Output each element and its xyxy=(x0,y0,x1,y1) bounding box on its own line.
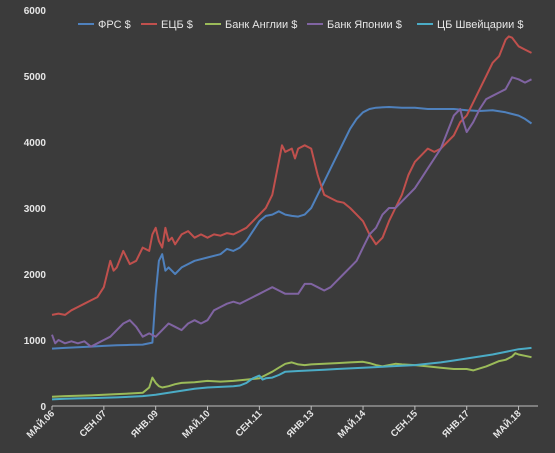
series-layer xyxy=(51,35,533,401)
series-line-2 xyxy=(51,352,532,398)
y-tick-label: 3000 xyxy=(24,204,47,215)
series-line-3 xyxy=(51,76,532,348)
y-tick-label: 5000 xyxy=(24,72,47,83)
y-tick-label: 1000 xyxy=(24,336,47,347)
legend-label: Банк Японии $ xyxy=(327,19,402,31)
legend-label: ФРС $ xyxy=(98,19,131,31)
legend-label: ЕЦБ $ xyxy=(161,19,193,31)
y-tick-label: 0 xyxy=(40,402,46,413)
legend-label: ЦБ Швейцарии $ xyxy=(437,19,523,31)
series-line-1 xyxy=(51,35,532,316)
series-line-4 xyxy=(51,346,532,401)
y-tick-label: 4000 xyxy=(24,138,47,149)
series-line-0 xyxy=(51,106,533,350)
y-tick-label: 2000 xyxy=(24,270,47,281)
y-axis-ticks: 0 1000 2000 3000 4000 5000 6000 xyxy=(24,6,47,413)
legend-label: Банк Англии $ xyxy=(225,19,297,31)
y-tick-label: 6000 xyxy=(24,6,47,17)
legend: ФРС $ ЕЦБ $ Банк Англии $ Банк Японии $ ЦБ Ш… xyxy=(78,19,523,31)
